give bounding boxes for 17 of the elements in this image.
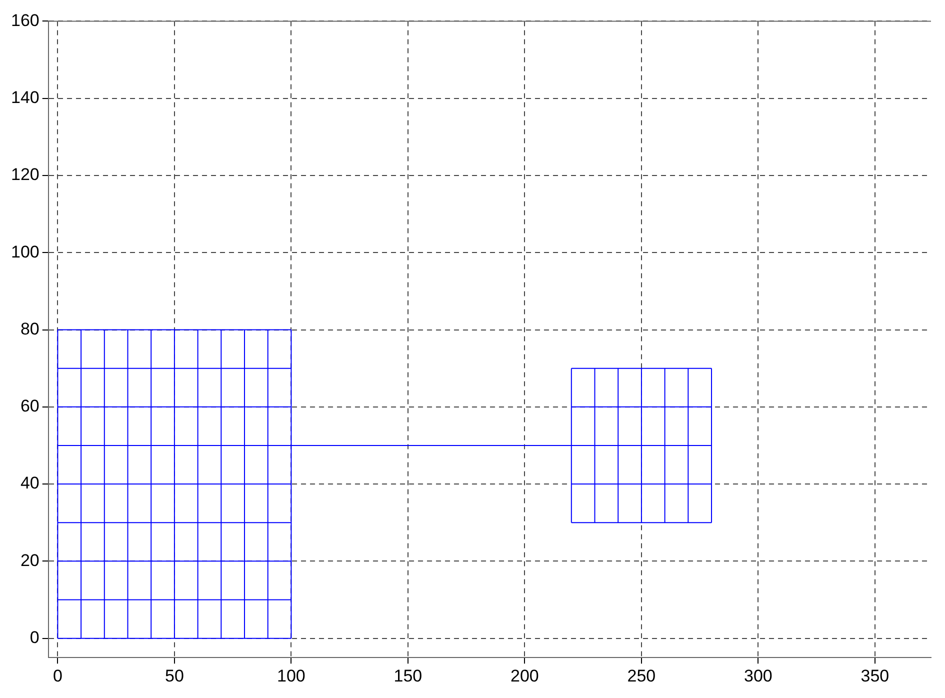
x-tick-label: 300 [744,666,772,686]
x-tick-label: 250 [627,666,656,686]
x-tick-label: 150 [394,666,422,686]
y-tick-label: 60 [20,396,40,416]
y-tick-label: 120 [10,165,40,184]
y-tick-label: 80 [20,319,40,338]
x-tick-label: 50 [164,666,184,686]
y-tick-label: 0 [30,628,40,648]
x-tick-label: 100 [277,666,306,686]
x-tick-label: 350 [860,666,890,686]
y-tick-label: 160 [10,10,40,30]
y-tick-label: 40 [20,474,40,493]
x-tick-label: 0 [52,666,62,686]
y-tick-label: 140 [10,88,40,108]
y-tick-label: 20 [20,550,40,570]
x-tick-label: 200 [510,666,539,686]
y-tick-label: 100 [10,242,40,262]
